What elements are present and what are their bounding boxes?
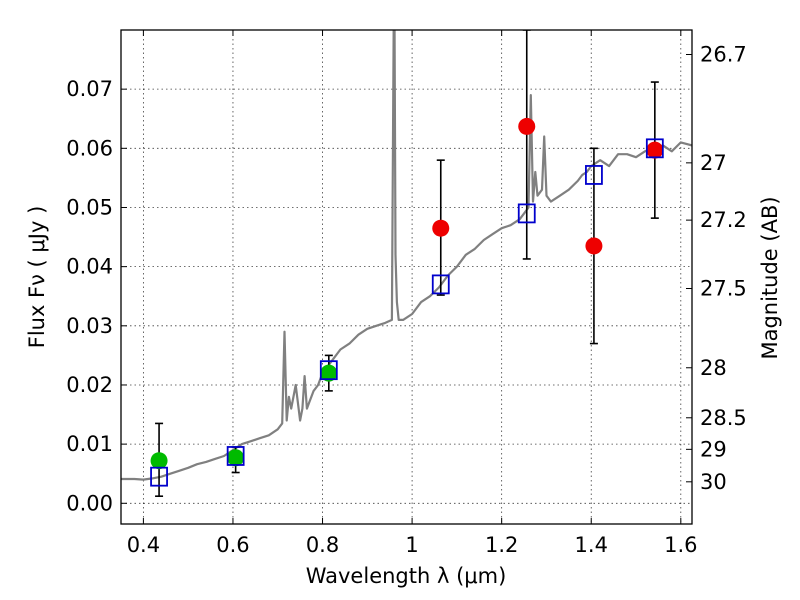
red-data-point	[518, 117, 536, 135]
y-tick-label: 0.07	[66, 77, 113, 101]
model-photometry-box	[585, 165, 603, 185]
magnitude-tick-label: 28.5	[700, 406, 747, 430]
y-tick-label: 0.04	[66, 255, 113, 279]
errorbar-layer	[155, 30, 659, 497]
point-layer	[150, 117, 664, 470]
magnitude-axis-title: Magnitude (AB)	[758, 196, 782, 359]
y-axis-ticks: 0.00 0.01 0.02 0.03 0.04 0.05 0.06 0.07	[66, 77, 127, 515]
magnitude-axis-ticks: 26.7 27 27.2 27.5 28 28.5 29 30	[686, 43, 747, 494]
green-data-point	[320, 364, 338, 382]
x-tick-label: 1	[405, 533, 418, 557]
y-tick-label: 0.06	[66, 136, 113, 160]
magnitude-tick-label: 26.7	[700, 43, 747, 67]
y-tick-label: 0.00	[66, 491, 113, 515]
x-tick-label: 1.6	[664, 533, 697, 557]
red-data-point	[585, 237, 603, 255]
red-data-point	[432, 219, 450, 237]
y-axis-title: Flux Fν ( μJy )	[25, 206, 49, 349]
red-data-point	[646, 141, 664, 159]
x-tick-label: 0.6	[216, 533, 249, 557]
model-photometry-box	[226, 446, 245, 466]
magnitude-tick-label: 29	[700, 437, 727, 461]
magnitude-tick-label: 27.2	[700, 208, 747, 232]
x-tick-label: 1.2	[485, 533, 518, 557]
green-data-point	[150, 452, 168, 470]
model-photometry-box	[431, 274, 450, 295]
x-tick-label: 1.4	[575, 533, 608, 557]
magnitude-tick-label: 30	[700, 470, 727, 494]
y-tick-label: 0.01	[66, 432, 113, 456]
model-photometry-box	[645, 138, 664, 159]
box-layer	[150, 138, 664, 487]
plot-frame	[120, 29, 693, 525]
y-tick-label: 0.02	[66, 373, 113, 397]
magnitude-tick-label: 28	[700, 356, 727, 380]
green-data-point	[227, 449, 245, 467]
x-axis-ticks: 0.4 0.6 0.8 1 1.2 1.4 1.6	[127, 30, 698, 557]
spectrum-layer	[121, 30, 692, 481]
magnitude-tick-label: 27.5	[700, 276, 747, 300]
y-tick-label: 0.05	[66, 195, 113, 219]
model-photometry-box	[150, 466, 168, 487]
x-axis-title: Wavelength λ (μm)	[306, 564, 507, 588]
model-photometry-box	[517, 203, 536, 224]
model-spectrum-line	[121, 30, 692, 481]
x-tick-label: 0.4	[127, 533, 160, 557]
y-tick-label: 0.03	[66, 314, 113, 338]
grid-layer	[121, 30, 692, 524]
x-tick-label: 0.8	[306, 533, 339, 557]
magnitude-tick-label: 27	[700, 151, 727, 175]
model-photometry-box	[319, 360, 338, 381]
